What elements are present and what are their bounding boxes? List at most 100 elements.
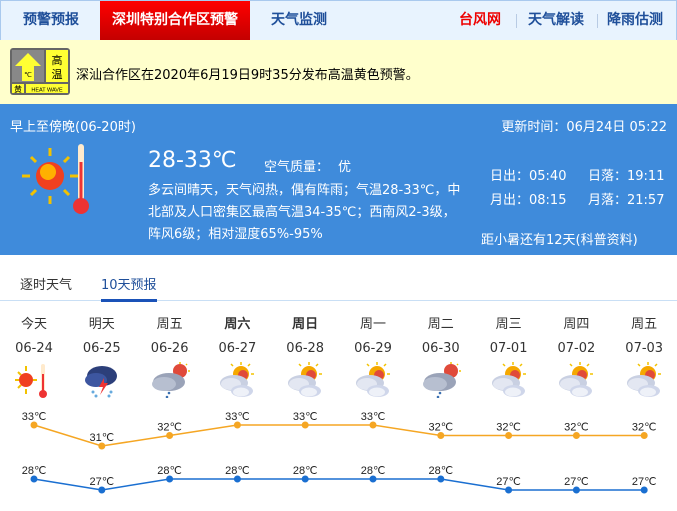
nav-shenshan-warning[interactable]: 深圳特别合作区预警 — [100, 1, 250, 40]
svg-text:黄: 黄 — [14, 84, 22, 94]
tab-hourly[interactable]: 逐时天气 — [20, 278, 73, 293]
svg-text:高: 高 — [52, 53, 63, 67]
high-temp-point — [505, 432, 513, 439]
partly-cloudy-icon — [627, 362, 662, 397]
alert-bar: ℃ 高 温 HEAT WAVE 黄 深汕合作区在2020年6月19日9时35分发… — [0, 40, 677, 104]
day-name: 周一 — [359, 317, 386, 332]
moonset: 月落：21:57 — [588, 193, 665, 208]
day-column: 周五 06-26 — [136, 313, 203, 398]
high-temp-point — [369, 421, 377, 429]
high-temp-point — [233, 421, 241, 429]
day-column: 周五 07-03 — [611, 313, 677, 398]
high-temp-point — [437, 432, 445, 439]
day-date: 07-03 — [625, 341, 664, 356]
low-temp-point — [369, 475, 377, 483]
low-temp-point — [301, 475, 309, 483]
low-temp-label: 27℃ — [632, 476, 657, 488]
low-temp-label: 27℃ — [564, 476, 589, 488]
day-name: 明天 — [88, 317, 115, 332]
high-temp-point — [301, 421, 309, 429]
day-column: 周日 06-28 — [272, 313, 339, 398]
day-date: 06-26 — [150, 341, 189, 356]
desc-line: 北部及人口密集区最高气温34-35℃；西南风2-3级， — [148, 205, 456, 220]
day-name: 周五 — [156, 317, 183, 332]
low-temp-label: 27℃ — [90, 476, 115, 488]
today-panel: 早上至傍晚(06-20时) 更新时间：06月24日 05:22 28-33℃ 空… — [0, 104, 677, 255]
low-temp-label: 27℃ — [496, 476, 521, 488]
aqi-label: 空气质量： — [264, 160, 330, 175]
high-temp-label: 33℃ — [225, 411, 250, 423]
nav-warning-forecast[interactable]: 预警预报 — [23, 12, 79, 28]
sunrise: 日出：05:40 — [490, 169, 567, 184]
day-name: 今天 — [20, 317, 47, 332]
temperature-chart: 33℃ 31℃ 32℃ 33℃ 33℃ 33℃ 32℃ 32℃ 32℃ 32℃ 28℃ 27℃ 28℃ 2… — [22, 411, 657, 494]
high-temp-label: 31℃ — [90, 432, 115, 444]
day-name: 周五 — [631, 317, 658, 332]
high-temp-label: 32℃ — [496, 422, 521, 434]
day-date: 06-30 — [421, 341, 460, 356]
divider — [597, 14, 598, 28]
low-temp-label: 28℃ — [293, 465, 318, 477]
day-column: 周二 06-30 — [407, 313, 474, 398]
divider — [516, 14, 517, 28]
solar-term-link[interactable]: 距小暑还有12天(科普资料) — [481, 233, 638, 248]
day-date: 06-25 — [82, 341, 121, 356]
high-temp-point — [98, 442, 106, 450]
low-temp-point — [166, 475, 174, 483]
low-temp-label: 28℃ — [361, 465, 386, 477]
weather-desc: 多云间晴天，天气闷热，偶有阵雨；气温28-33℃，中 北部及人口密集区最高气温3… — [148, 180, 460, 246]
day-date: 07-01 — [489, 341, 528, 356]
hot-sun-icon — [15, 364, 47, 398]
high-temp-point — [166, 432, 174, 439]
day-name: 周三 — [495, 317, 522, 332]
day-column: 周六 06-27 — [204, 313, 271, 398]
alert-text[interactable]: 深汕合作区在2020年6月19日9时35分发布高温黄色预警。 — [76, 68, 419, 83]
day-column: 周一 06-29 — [340, 313, 407, 398]
day-date: 06-29 — [354, 341, 392, 356]
high-temp-label: 32℃ — [157, 422, 182, 434]
high-temp-label: 33℃ — [361, 411, 386, 423]
nav-weather-interpret[interactable]: 天气解读 — [528, 12, 584, 28]
day-name: 周六 — [224, 317, 251, 332]
day-name: 周四 — [563, 317, 590, 332]
low-temp-point — [98, 486, 106, 494]
nav-weather-monitor[interactable]: 天气监测 — [271, 12, 327, 28]
partly-cloudy-icon — [559, 362, 594, 397]
day-date: 07-02 — [557, 341, 596, 356]
sunset: 日落：19:11 — [588, 169, 665, 184]
svg-text:HEAT WAVE: HEAT WAVE — [31, 88, 63, 94]
nav-typhoon[interactable]: 台风网 — [459, 12, 501, 28]
tab-10day[interactable]: 10天预报 — [101, 274, 157, 302]
hot-sun-thermometer-icon — [22, 144, 89, 214]
high-temp-point — [572, 432, 580, 439]
low-temp-point — [30, 475, 38, 483]
day-name: 周日 — [292, 317, 319, 332]
low-temp-point — [572, 486, 580, 494]
high-temp-label: 33℃ — [22, 411, 47, 423]
day-column: 今天 06-24 — [1, 313, 68, 398]
desc-line: 阵风6级；相对湿度65%-95% — [148, 227, 323, 242]
temp-range: 28-33℃ — [148, 148, 237, 173]
day-name: 周二 — [427, 317, 454, 332]
partly-cloudy-icon — [288, 362, 323, 397]
high-temp-point — [640, 432, 648, 439]
shower-icon — [422, 362, 461, 398]
low-temp-label: 28℃ — [157, 465, 182, 477]
thunderstorm-icon — [84, 366, 117, 398]
low-temp-point — [505, 486, 513, 494]
update-time: 更新时间：06月24日 05:22 — [501, 120, 667, 135]
low-temp-label: 28℃ — [22, 465, 47, 477]
aqi-value: 优 — [338, 160, 352, 175]
desc-line: 多云间晴天，天气闷热，偶有阵雨；气温28-33℃，中 — [148, 183, 461, 198]
svg-text:℃: ℃ — [24, 72, 32, 79]
period-label: 早上至傍晚(06-20时) — [10, 120, 136, 135]
day-date: 06-24 — [15, 341, 53, 356]
heat-warning-badge-icon[interactable]: ℃ 高 温 HEAT WAVE 黄 — [10, 48, 70, 95]
high-temp-label: 32℃ — [564, 422, 589, 434]
top-nav: 预警预报 深圳特别合作区预警 天气监测 台风网 天气解读 降雨估测 — [0, 0, 677, 40]
low-temp-label: 28℃ — [429, 465, 454, 477]
low-temp-point — [233, 475, 241, 483]
nav-rain-estimate[interactable]: 降雨估测 — [607, 12, 663, 28]
partly-cloudy-icon — [356, 362, 390, 397]
day-column: 明天 06-25 — [68, 313, 135, 398]
